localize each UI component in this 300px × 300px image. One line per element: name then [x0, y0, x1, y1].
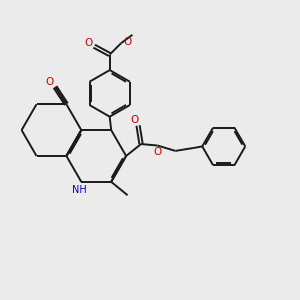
Text: O: O [124, 37, 132, 47]
Text: O: O [130, 115, 139, 125]
Text: O: O [46, 77, 54, 88]
Text: NH: NH [73, 185, 87, 195]
Text: O: O [153, 147, 162, 157]
Text: O: O [85, 38, 93, 48]
